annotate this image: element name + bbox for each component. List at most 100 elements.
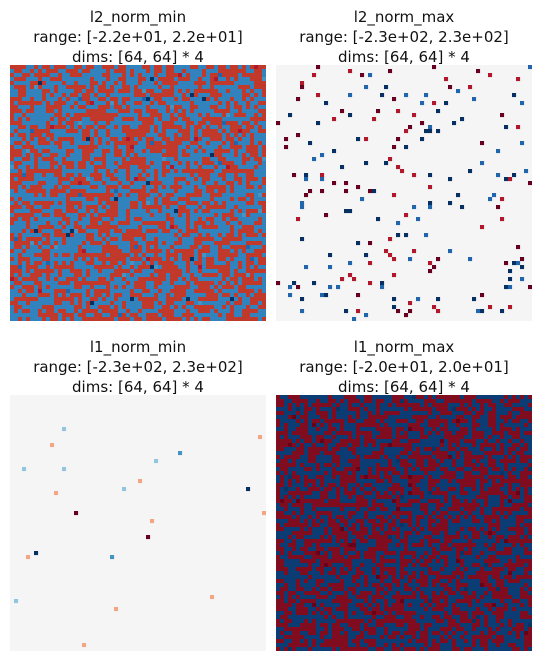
- heatmap-cell: [324, 431, 329, 436]
- heatmap-cell: [178, 217, 183, 222]
- heatmap-cell: [316, 395, 321, 400]
- heatmap-cell: [106, 221, 111, 226]
- heatmap-cell: [452, 419, 457, 424]
- heatmap-cell: [38, 225, 43, 230]
- heatmap-cell: [218, 89, 223, 94]
- heatmap-cell: [352, 395, 357, 400]
- heatmap-cell: [14, 129, 19, 134]
- heatmap-cell: [138, 237, 143, 242]
- heatmap-cell: [460, 419, 465, 424]
- heatmap-cell: [380, 281, 385, 286]
- heatmap-cell: [500, 415, 505, 420]
- heatmap-cell: [54, 237, 59, 242]
- heatmap-cell: [276, 395, 281, 400]
- heatmap-cell: [154, 293, 159, 298]
- heatmap-cell: [34, 305, 39, 310]
- heatmap-cell: [130, 241, 135, 246]
- heatmap-cell: [238, 213, 243, 218]
- heatmap-cell: [312, 427, 317, 432]
- heatmap-cell: [126, 165, 131, 170]
- heatmap-cell: [38, 177, 43, 182]
- heatmap-cell: [412, 173, 417, 178]
- heatmap-cell: [464, 419, 469, 424]
- heatmap-cell: [42, 241, 47, 246]
- heatmap-cell: [42, 253, 47, 258]
- heatmap-cell: [78, 209, 83, 214]
- heatmap-cell: [150, 225, 155, 230]
- heatmap-cell: [218, 237, 223, 242]
- heatmap-cell: [162, 269, 167, 274]
- heatmap-cell: [182, 189, 187, 194]
- heatmap-cell: [70, 269, 75, 274]
- heatmap-cell: [404, 213, 409, 218]
- heatmap-cell: [82, 269, 87, 274]
- heatmap-cell: [162, 205, 167, 210]
- heatmap-cell: [292, 403, 297, 408]
- heatmap-cell: [194, 269, 199, 274]
- heatmap-cell: [34, 85, 39, 90]
- heatmap-cell: [336, 403, 341, 408]
- heatmap-cell: [70, 93, 75, 98]
- heatmap-cell: [74, 137, 79, 142]
- heatmap-cell: [154, 161, 159, 166]
- heatmap-cell: [26, 225, 31, 230]
- heatmap-cell: [114, 285, 119, 290]
- heatmap-cell: [146, 197, 151, 202]
- heatmap-cell: [158, 273, 163, 278]
- heatmap-cell: [154, 165, 159, 170]
- heatmap-cell: [246, 317, 251, 321]
- heatmap-cell: [138, 141, 143, 146]
- heatmap-cell: [18, 149, 23, 154]
- heatmap-cell: [134, 237, 139, 242]
- heatmap-cell: [146, 145, 151, 150]
- heatmap-cell: [210, 237, 215, 242]
- heatmap-cell: [14, 137, 19, 142]
- heatmap-cell: [98, 133, 103, 138]
- heatmap-cell: [496, 205, 501, 210]
- heatmap-cell: [66, 65, 71, 70]
- heatmap-cell: [18, 205, 23, 210]
- heatmap-cell: [142, 73, 147, 78]
- heatmap-cell: [118, 121, 123, 126]
- heatmap-cell: [134, 137, 139, 142]
- heatmap-cell: [166, 85, 171, 90]
- heatmap-cell: [142, 101, 147, 106]
- heatmap-cell: [130, 305, 135, 310]
- heatmap-cell: [214, 305, 219, 310]
- heatmap-cell: [190, 233, 195, 238]
- heatmap-cell: [356, 415, 361, 420]
- heatmap-cell: [262, 189, 266, 194]
- heatmap-cell: [146, 189, 151, 194]
- heatmap-cell: [210, 133, 215, 138]
- heatmap-cell: [250, 305, 255, 310]
- heatmap-cell: [320, 423, 325, 428]
- heatmap-cell: [158, 317, 163, 321]
- heatmap-cell: [234, 109, 239, 114]
- heatmap-cell: [214, 277, 219, 282]
- heatmap-cell: [114, 273, 119, 278]
- heatmap-cell: [250, 173, 255, 178]
- heatmap-cell: [130, 145, 135, 150]
- heatmap-cell: [62, 77, 67, 82]
- heatmap-cell: [98, 201, 103, 206]
- heatmap-cell: [22, 189, 27, 194]
- heatmap-cell: [436, 423, 441, 428]
- heatmap-cell: [396, 415, 401, 420]
- heatmap-cell: [82, 185, 87, 190]
- heatmap-cell: [424, 129, 429, 134]
- heatmap-cell: [226, 209, 231, 214]
- heatmap-cell: [138, 229, 143, 234]
- heatmap-cell: [182, 141, 187, 146]
- heatmap-cell: [154, 305, 159, 310]
- heatmap-cell: [170, 93, 175, 98]
- heatmap-cell: [186, 69, 191, 74]
- heatmap-cell: [126, 285, 131, 290]
- heatmap-cell: [54, 277, 59, 282]
- heatmap-cell: [38, 269, 43, 274]
- heatmap-cell: [258, 113, 263, 118]
- heatmap-cell: [296, 403, 301, 408]
- heatmap-cell: [62, 241, 67, 246]
- heatmap-cell: [328, 419, 333, 424]
- heatmap-cell: [22, 297, 27, 302]
- heatmap-cell: [174, 297, 179, 302]
